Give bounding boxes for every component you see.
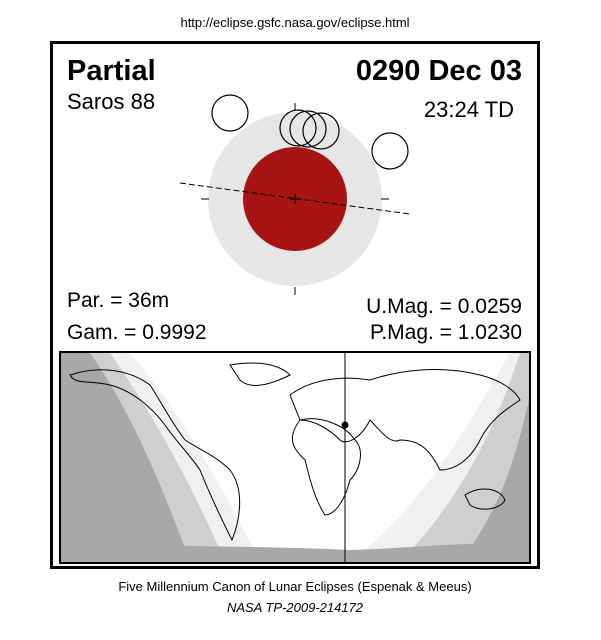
footer-canon: Five Millennium Canon of Lunar Eclipses … <box>118 579 471 594</box>
umbral-magnitude: U.Mag. = 0.0259 <box>366 295 522 318</box>
moon-u4 <box>302 112 340 150</box>
eclipse-type: Partial <box>67 55 156 87</box>
zone-right-inner <box>460 353 529 562</box>
saros: Saros 88 <box>67 89 155 114</box>
antarctic-zone <box>61 540 529 562</box>
moon-p1 <box>211 94 249 132</box>
visibility-map <box>59 351 531 564</box>
moon-max <box>289 110 327 148</box>
eclipse-date: 0290 Dec 03 <box>356 55 522 87</box>
moon-u1 <box>279 109 317 147</box>
gamma: Gam. = 0.9992 <box>67 321 207 344</box>
zone-left-inner <box>61 353 190 562</box>
duration: Par. = 36m <box>67 289 169 312</box>
time: 23:24 TD <box>424 97 514 122</box>
moon-path <box>179 182 411 215</box>
url: http://eclipse.gsfc.nasa.gov/eclipse.htm… <box>180 15 409 30</box>
footer-reference: NASA TP-2009-214172 <box>227 600 364 615</box>
moon-p4 <box>371 132 409 170</box>
greatest-eclipse-point <box>341 421 349 429</box>
moon-positions <box>211 94 409 170</box>
axis-ticks <box>201 103 389 295</box>
coastlines <box>69 362 521 542</box>
penumbral-magnitude: P.Mag. = 1.0230 <box>370 321 522 344</box>
